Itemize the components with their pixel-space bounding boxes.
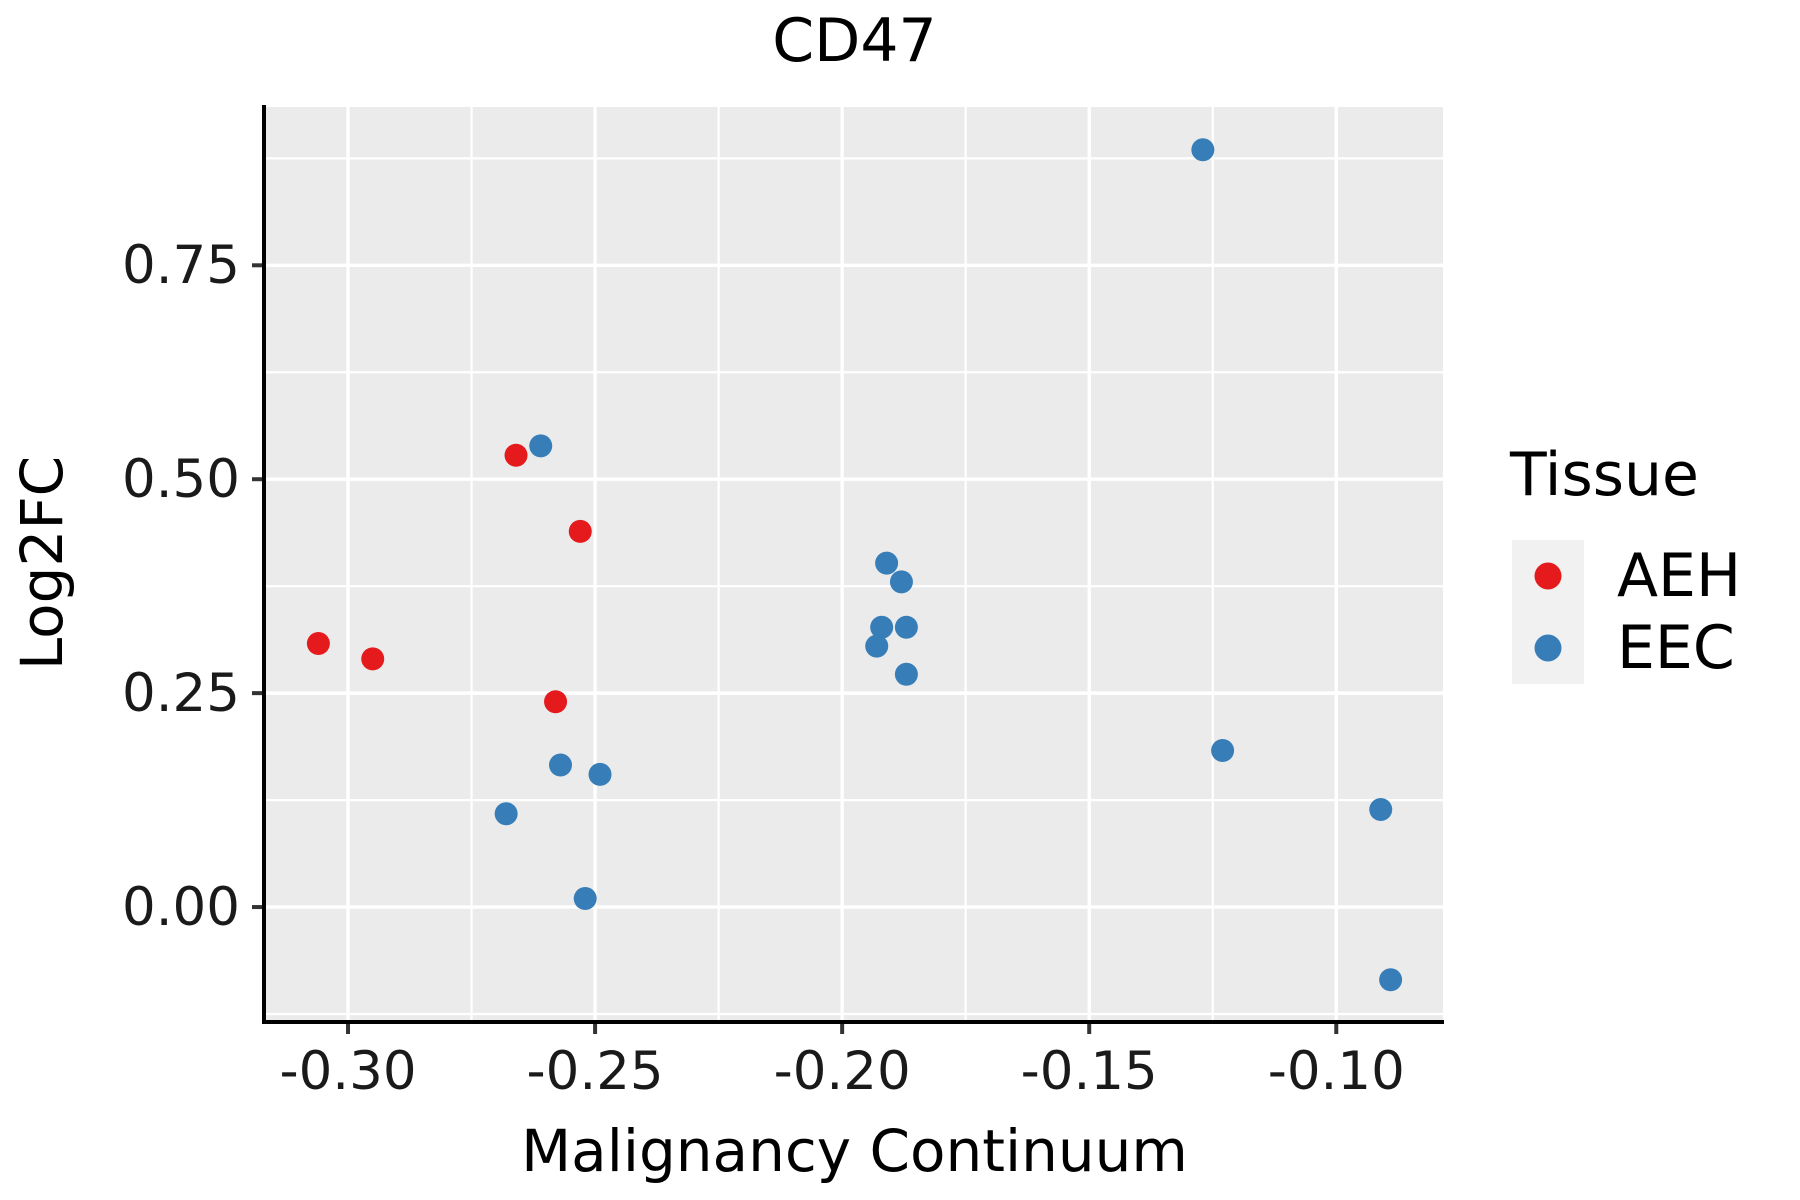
data-point-eec xyxy=(865,634,889,658)
x-tick-label: -0.20 xyxy=(773,1041,911,1102)
data-point-aeh xyxy=(504,443,528,467)
data-point-eec xyxy=(529,434,553,458)
plot-title: CD47 xyxy=(772,6,937,76)
y-tick-label: 0.00 xyxy=(121,877,240,939)
data-point-eec xyxy=(1379,968,1403,992)
plot-panel xyxy=(266,107,1443,1020)
data-point-eec xyxy=(894,615,918,639)
aeh-dot-icon xyxy=(1534,562,1562,590)
legend-entry-eec: EEC xyxy=(1512,612,1800,684)
legend-label-eec: EEC xyxy=(1617,613,1735,683)
data-point-eec xyxy=(894,662,918,686)
x-tick-label: -0.10 xyxy=(1267,1041,1405,1102)
x-tick-label: -0.15 xyxy=(1020,1041,1158,1102)
legend-key-box xyxy=(1512,612,1584,684)
y-tick-label: 0.50 xyxy=(121,449,240,511)
legend-title: Tissue xyxy=(1510,440,1699,510)
data-point-eec xyxy=(1369,798,1393,822)
data-point-aeh xyxy=(361,647,385,671)
data-point-eec xyxy=(573,886,597,910)
y-tick-label: 0.75 xyxy=(121,235,240,297)
x-tick-label: -0.25 xyxy=(526,1041,664,1102)
legend-entry-aeh: AEH xyxy=(1512,540,1800,612)
data-point-aeh xyxy=(544,690,568,714)
x-axis-title: Malignancy Continuum xyxy=(521,1117,1188,1185)
x-tick-label: -0.30 xyxy=(279,1041,417,1102)
data-point-aeh xyxy=(306,632,330,656)
data-point-eec xyxy=(1211,738,1235,762)
legend-key-box xyxy=(1512,540,1584,612)
data-point-eec xyxy=(1191,138,1215,162)
data-point-eec xyxy=(588,762,612,786)
data-point-eec xyxy=(889,570,913,594)
eec-dot-icon xyxy=(1534,634,1562,662)
data-point-eec xyxy=(870,615,894,639)
data-point-eec xyxy=(875,551,899,575)
data-point-aeh xyxy=(568,519,592,543)
y-tick-label: 0.25 xyxy=(121,663,240,725)
legend-label-aeh: AEH xyxy=(1617,541,1742,611)
data-point-eec xyxy=(548,753,572,777)
data-point-eec xyxy=(494,802,518,826)
